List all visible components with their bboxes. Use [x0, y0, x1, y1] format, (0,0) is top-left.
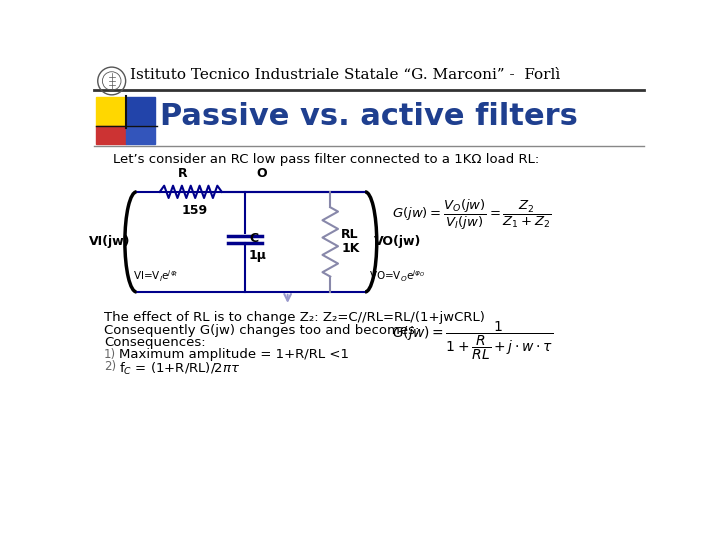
Text: VO(jw): VO(jw): [374, 235, 422, 248]
Text: $G(jw)=\dfrac{1}{1+\dfrac{R}{RL}+j\cdot w\cdot\tau}$: $G(jw)=\dfrac{1}{1+\dfrac{R}{RL}+j\cdot …: [392, 319, 554, 362]
Text: VI(jw): VI(jw): [89, 235, 130, 248]
Text: R: R: [178, 166, 188, 179]
Text: Consequently G(jw) changes too and becomes:: Consequently G(jw) changes too and becom…: [104, 323, 419, 336]
Text: The effect of RL is to change Z₂: Z₂=C//RL=RL/(1+jwCRL): The effect of RL is to change Z₂: Z₂=C//…: [104, 311, 485, 324]
Text: $G(jw)=\dfrac{V_O(jw)}{V_I(jw)}=\dfrac{Z_2}{Z_1+Z_2}$: $G(jw)=\dfrac{V_O(jw)}{V_I(jw)}=\dfrac{Z…: [392, 198, 552, 232]
Text: O: O: [256, 167, 267, 180]
Bar: [126, 126, 155, 144]
Bar: [126, 97, 155, 126]
Bar: [96, 97, 126, 126]
Bar: [96, 126, 126, 144]
Text: Passive vs. active filters: Passive vs. active filters: [160, 102, 577, 131]
Text: Let’s consider an RC low pass filter connected to a 1KΩ load RL:: Let’s consider an RC low pass filter con…: [113, 153, 539, 166]
Text: 1): 1): [104, 348, 116, 361]
Text: Maximum amplitude = 1+R/RL <1: Maximum amplitude = 1+R/RL <1: [120, 348, 349, 361]
Text: f$_C$ = (1+R/RL)/2$\pi\tau$: f$_C$ = (1+R/RL)/2$\pi\tau$: [120, 361, 241, 376]
Text: C: C: [249, 232, 258, 245]
Text: VO=V$_O$e$^{j\varphi_O}$: VO=V$_O$e$^{j\varphi_O}$: [369, 268, 426, 284]
Text: Consequences:: Consequences:: [104, 336, 206, 349]
Text: 1K: 1K: [341, 241, 359, 254]
Text: 1μ: 1μ: [249, 249, 266, 262]
Text: Istituto Tecnico Industriale Statale “G. Marconi” -  Forlì: Istituto Tecnico Industriale Statale “G.…: [130, 68, 561, 82]
Text: RL: RL: [341, 228, 359, 241]
Text: 2): 2): [104, 361, 116, 374]
Text: 159: 159: [181, 204, 207, 217]
Text: VI=V$_I$e$^{j\varphi_I}$: VI=V$_I$e$^{j\varphi_I}$: [132, 268, 178, 284]
